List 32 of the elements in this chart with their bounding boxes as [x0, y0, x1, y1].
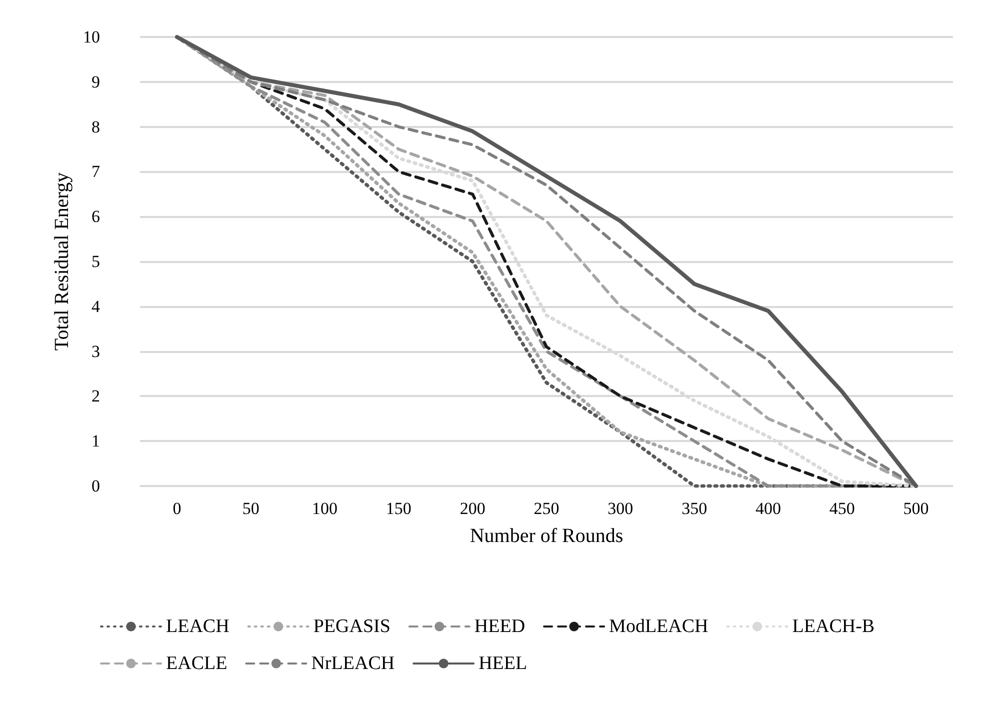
y-tick-label: 9: [92, 72, 100, 92]
legend-label: PEGASIS: [313, 616, 390, 637]
x-tick-label: 150: [386, 499, 412, 518]
y-tick-label: 7: [92, 162, 100, 182]
y-tick-label: 3: [92, 342, 100, 361]
x-tick-label: 350: [682, 499, 708, 518]
y-tick-label: 6: [92, 207, 100, 226]
legend-label: LEACH-B: [792, 616, 875, 637]
x-tick-label: 50: [242, 499, 260, 518]
y-tick-label: 0: [92, 476, 100, 496]
x-tick-label: 250: [534, 499, 560, 518]
y-tick-label: 2: [92, 386, 100, 406]
x-tick-label: 300: [608, 499, 634, 518]
legend-label: NrLEACH: [311, 653, 395, 674]
legend-label: LEACH: [166, 616, 230, 637]
x-tick-label: 400: [755, 499, 781, 518]
x-axis-title: Number of Rounds: [470, 525, 624, 547]
legend-label: HEEL: [478, 653, 528, 674]
y-tick-label: 5: [92, 252, 100, 271]
legend-label: EACLE: [166, 653, 228, 674]
x-tick-label: 450: [829, 499, 855, 518]
legend-label: HEED: [474, 616, 526, 637]
y-tick-label: 10: [83, 28, 100, 46]
y-tick-label: 8: [92, 117, 100, 136]
x-tick-label: 0: [172, 499, 182, 518]
x-tick-label: 200: [460, 499, 486, 518]
y-axis-title: Total Residual Energy: [51, 172, 74, 351]
x-tick-label: 500: [903, 499, 929, 518]
y-tick-label: 1: [92, 432, 100, 451]
legend-label: ModLEACH: [609, 616, 709, 637]
y-tick-label: 4: [92, 296, 100, 316]
x-tick-label: 100: [312, 499, 338, 518]
